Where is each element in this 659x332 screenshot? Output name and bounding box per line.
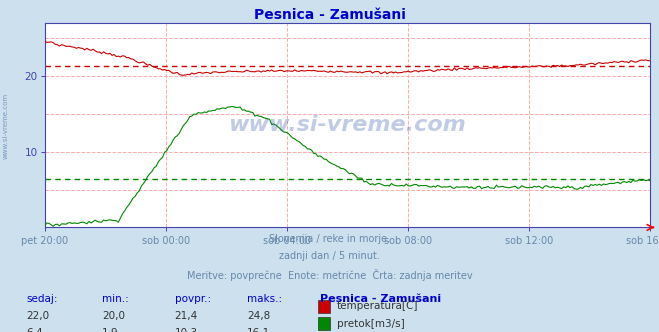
Text: Meritve: povprečne  Enote: metrične  Črta: zadnja meritev: Meritve: povprečne Enote: metrične Črta:… bbox=[186, 269, 473, 281]
Text: sedaj:: sedaj: bbox=[26, 294, 58, 304]
Text: Pesnica - Zamušani: Pesnica - Zamušani bbox=[254, 8, 405, 22]
Text: 6,4: 6,4 bbox=[26, 328, 43, 332]
Text: maks.:: maks.: bbox=[247, 294, 282, 304]
Text: 21,4: 21,4 bbox=[175, 311, 198, 321]
Text: www.si-vreme.com: www.si-vreme.com bbox=[2, 93, 9, 159]
Text: 20,0: 20,0 bbox=[102, 311, 125, 321]
Text: zadnji dan / 5 minut.: zadnji dan / 5 minut. bbox=[279, 251, 380, 261]
Text: Slovenija / reke in morje.: Slovenija / reke in morje. bbox=[269, 234, 390, 244]
Text: Pesnica - Zamušani: Pesnica - Zamušani bbox=[320, 294, 441, 304]
Text: 10,3: 10,3 bbox=[175, 328, 198, 332]
Text: 22,0: 22,0 bbox=[26, 311, 49, 321]
Text: 1,9: 1,9 bbox=[102, 328, 119, 332]
Text: 16,1: 16,1 bbox=[247, 328, 270, 332]
Text: min.:: min.: bbox=[102, 294, 129, 304]
Text: povpr.:: povpr.: bbox=[175, 294, 211, 304]
Text: 24,8: 24,8 bbox=[247, 311, 270, 321]
Text: pretok[m3/s]: pretok[m3/s] bbox=[337, 319, 405, 329]
Text: www.si-vreme.com: www.si-vreme.com bbox=[229, 115, 466, 135]
Text: temperatura[C]: temperatura[C] bbox=[337, 301, 418, 311]
